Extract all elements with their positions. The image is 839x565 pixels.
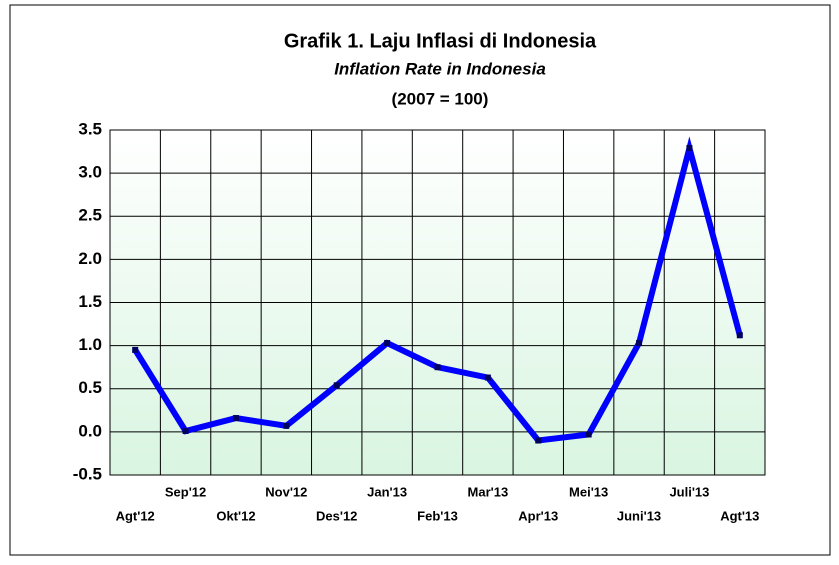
point-marker [484, 374, 491, 381]
chart-title: Grafik 1. Laju Inflasi di Indonesia [284, 30, 597, 52]
x-tick-label: Des'12 [316, 508, 357, 523]
y-tick-label: -0.5 [73, 464, 102, 483]
point-marker [232, 415, 239, 422]
point-marker [535, 437, 542, 444]
point-marker [686, 145, 693, 152]
x-tick-label: Mar'13 [468, 484, 509, 499]
x-tick-label: Juni'13 [617, 508, 661, 523]
x-tick-label: Feb'13 [417, 508, 458, 523]
x-tick-label: Sep'12 [165, 484, 206, 499]
point-marker [636, 340, 643, 347]
x-tick-label: Juli'13 [669, 484, 709, 499]
y-tick-label: 3.0 [78, 163, 102, 182]
point-marker [585, 431, 592, 438]
point-marker [283, 422, 290, 429]
y-tick-label: 2.0 [78, 249, 102, 268]
y-tick-label: 0.5 [78, 378, 102, 397]
x-tick-label: Mei'13 [569, 484, 608, 499]
point-marker [434, 364, 441, 371]
chart-note: (2007 = 100) [392, 89, 489, 108]
point-marker [384, 340, 391, 347]
point-marker [132, 346, 139, 353]
y-tick-label: 1.0 [78, 335, 102, 354]
x-tick-label: Apr'13 [518, 508, 558, 523]
y-tick-label: 2.5 [78, 206, 102, 225]
point-marker [333, 382, 340, 389]
x-tick-label: Agt'13 [720, 508, 759, 523]
point-marker [736, 332, 743, 339]
y-tick-label: 0.0 [78, 421, 102, 440]
x-tick-label: Nov'12 [265, 484, 307, 499]
x-tick-label: Okt'12 [216, 508, 255, 523]
y-tick-label: 3.5 [78, 119, 102, 138]
chart-subtitle: Inflation Rate in Indonesia [334, 59, 546, 78]
x-tick-label: Jan'13 [367, 484, 407, 499]
y-tick-label: 1.5 [78, 292, 102, 311]
point-marker [182, 428, 189, 435]
x-tick-label: Agt'12 [116, 508, 155, 523]
